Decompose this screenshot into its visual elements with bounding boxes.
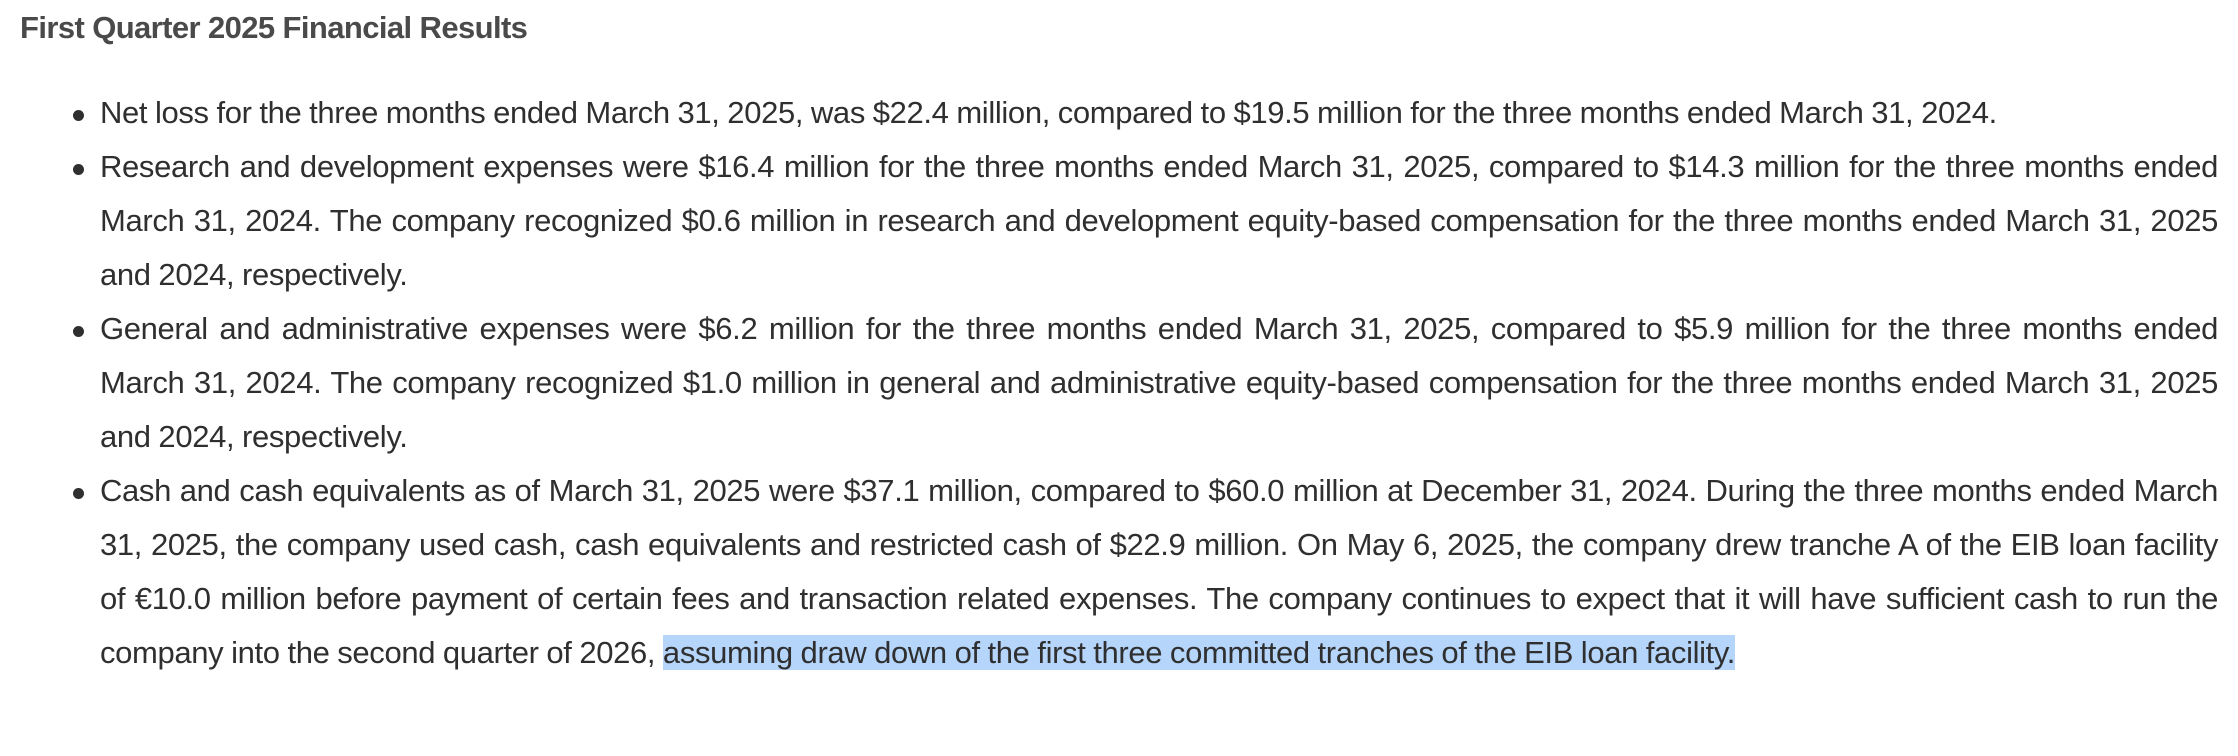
bullet-rnd-expenses: Research and development expenses were $… xyxy=(20,140,2220,302)
results-list: Net loss for the three months ended Marc… xyxy=(20,86,2220,680)
bullet-text: Research and development expenses were $… xyxy=(100,149,2218,292)
bullet-text: Net loss for the three months ended Marc… xyxy=(100,95,1997,130)
bullet-text: General and administrative expenses were… xyxy=(100,311,2218,454)
bullet-net-loss: Net loss for the three months ended Marc… xyxy=(20,86,2220,140)
bullet-text: Cash and cash equivalents as of March 31… xyxy=(100,473,2218,670)
selected-text-highlight[interactable]: assuming draw down of the first three co… xyxy=(662,635,1736,670)
section-heading: First Quarter 2025 Financial Results xyxy=(20,10,528,45)
bullet-cash: Cash and cash equivalents as of March 31… xyxy=(20,464,2220,680)
bullet-ga-expenses: General and administrative expenses were… xyxy=(20,302,2220,464)
